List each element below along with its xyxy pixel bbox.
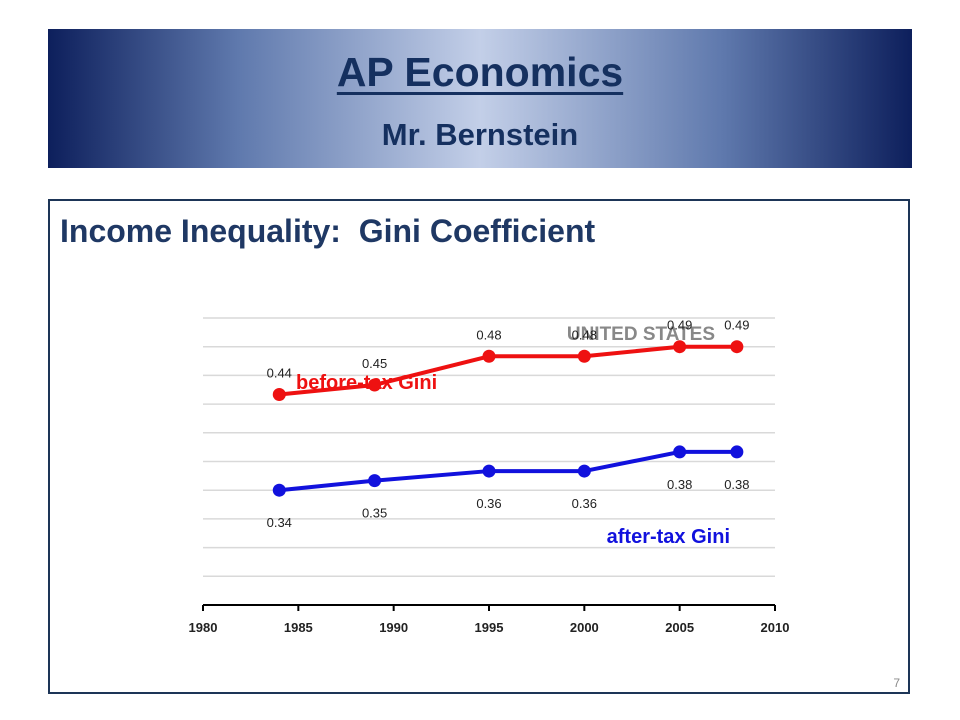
x-tick-label: 2005 bbox=[665, 620, 694, 635]
data-point bbox=[368, 378, 382, 392]
data-label: 0.49 bbox=[667, 318, 692, 333]
title-banner: AP Economics Mr. Bernstein bbox=[48, 29, 912, 168]
chart-series: 0.44 0.45 0.48 0.48 0.49 0.49 0.34 0.35 0.36 0.36… bbox=[267, 318, 750, 531]
data-label: 0.45 bbox=[362, 356, 387, 371]
data-label: 0.44 bbox=[267, 366, 292, 381]
data-label: 0.35 bbox=[362, 506, 387, 521]
slide-number: 7 bbox=[893, 676, 900, 690]
data-point bbox=[482, 349, 496, 363]
slide-title: AP Economics bbox=[336, 49, 624, 95]
x-tick-label: 1980 bbox=[189, 620, 218, 635]
data-point bbox=[730, 445, 744, 459]
data-label: 0.36 bbox=[476, 496, 501, 511]
data-label: 0.48 bbox=[572, 327, 597, 342]
series-line-after-tax bbox=[279, 449, 737, 493]
data-point bbox=[272, 483, 286, 497]
x-tick-label: 2000 bbox=[570, 620, 599, 635]
data-label: 0.49 bbox=[724, 318, 749, 333]
data-point bbox=[673, 340, 687, 354]
data-label: 0.36 bbox=[572, 496, 597, 511]
data-point bbox=[368, 474, 382, 488]
data-point bbox=[272, 388, 286, 402]
series-label-after-tax: after-tax Gini bbox=[607, 526, 730, 548]
data-point bbox=[577, 464, 591, 478]
chart-title: UNITED STATES bbox=[567, 324, 715, 345]
data-point bbox=[482, 464, 496, 478]
chart-grid bbox=[203, 317, 775, 578]
slide-subtitle: Mr. Bernstein bbox=[381, 117, 579, 152]
data-label: 0.38 bbox=[724, 477, 749, 492]
data-point bbox=[577, 349, 591, 363]
content-heading: Income Inequality: Gini Coefficient bbox=[60, 213, 596, 249]
chart-x-axis: 1980 1985 1990 1995 2000 2005 2010 bbox=[189, 604, 790, 635]
series-line-before-tax bbox=[279, 344, 737, 397]
data-label: 0.38 bbox=[667, 477, 692, 492]
x-tick-label: 1985 bbox=[284, 620, 313, 635]
content-panel: Income Inequality: Gini Coefficient 7 bbox=[48, 199, 910, 694]
data-point bbox=[730, 340, 744, 354]
x-tick-label: 2010 bbox=[761, 620, 790, 635]
data-point bbox=[673, 445, 687, 459]
data-label: 0.48 bbox=[476, 327, 501, 342]
data-label: 0.34 bbox=[267, 515, 292, 530]
x-tick-label: 1995 bbox=[475, 620, 504, 635]
x-tick-label: 1990 bbox=[379, 620, 408, 635]
